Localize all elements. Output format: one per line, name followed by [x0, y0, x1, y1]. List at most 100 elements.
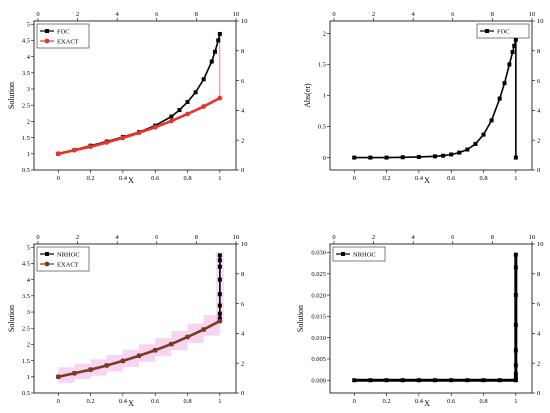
- y-tick-label: 4: [27, 54, 31, 61]
- top-tick-label: 2: [372, 11, 375, 18]
- top-tick-label: 10: [529, 11, 536, 18]
- x-tick-label: 0.4: [119, 398, 128, 405]
- data-point: [502, 81, 507, 86]
- right-tick-label: 10: [241, 241, 248, 248]
- x-axis-label: X: [424, 399, 430, 408]
- top-tick-label: 2: [76, 11, 79, 18]
- x-tick-label: 0.4: [415, 175, 424, 182]
- data-point: [481, 132, 486, 137]
- data-point: [185, 111, 190, 117]
- right-tick-label: 4: [241, 331, 245, 338]
- y-tick-label: 3.5: [22, 70, 30, 77]
- data-point: [513, 265, 518, 270]
- top-tick-label: 8: [491, 234, 494, 241]
- top-tick-label: 6: [155, 11, 159, 18]
- data-point: [209, 59, 214, 64]
- top-tick-label: 0: [36, 11, 39, 18]
- data-point: [168, 118, 174, 124]
- data-point: [169, 114, 174, 119]
- data-point: [217, 277, 222, 282]
- data-point: [512, 43, 517, 48]
- data-point: [416, 154, 421, 159]
- chart-panel-1: 0 0.2 0.4 0.6 0.8 1 X 0.5 1 1.5 2 2.5 3 3.5 4 4.5 5 Solut…: [7, 11, 248, 185]
- x-tick-label: 0.6: [151, 175, 160, 182]
- y-tick-label: 2: [323, 31, 326, 38]
- right-tick-label: 0: [241, 390, 244, 397]
- x-tick-label: 1: [514, 175, 517, 182]
- chart-panel-4: 0 0.2 0.4 0.6 0.8 1 X 0.000 0.005 0.010 0.015 0.020…: [296, 234, 544, 408]
- right-tick-label: 6: [537, 301, 541, 308]
- y-tick-label: 2: [27, 342, 30, 349]
- data-point: [465, 147, 470, 152]
- data-point: [136, 130, 142, 136]
- y-axis-label: Abs(er): [303, 83, 312, 108]
- data-point: [55, 374, 61, 380]
- top-tick-label: 4: [116, 234, 120, 241]
- x-tick-label: 0.6: [447, 398, 456, 405]
- y-tick-label: 1.5: [318, 62, 326, 69]
- data-point: [217, 258, 222, 263]
- y-tick-label: 3: [27, 309, 30, 316]
- legend-label: FOC: [497, 28, 510, 35]
- legend-label: NRHOC: [353, 251, 376, 258]
- x-tick-label: 0.8: [479, 175, 487, 182]
- data-point: [88, 367, 93, 373]
- legend-label: FOC: [57, 28, 70, 35]
- data-point: [217, 264, 222, 269]
- top-tick-label: 6: [451, 234, 455, 241]
- data-point: [513, 322, 518, 327]
- data-point: [416, 378, 421, 383]
- y-tick-label: 5: [27, 244, 30, 251]
- data-point: [457, 150, 462, 155]
- x-tick-label: 1: [218, 398, 221, 405]
- y-tick-label: 4: [27, 277, 31, 284]
- data-point: [513, 293, 518, 298]
- data-point: [72, 147, 77, 153]
- x-tick-label: 0.6: [447, 175, 456, 182]
- data-point: [433, 378, 438, 383]
- top-tick-label: 4: [116, 11, 120, 18]
- x-tick-label: 0.8: [183, 398, 191, 405]
- data-point: [177, 108, 182, 113]
- legend-marker: [44, 38, 50, 44]
- series-line: [354, 254, 518, 382]
- y-tick-label: 5: [27, 21, 30, 28]
- data-point: [465, 378, 470, 383]
- data-point: [433, 154, 438, 159]
- top-tick-label: 8: [195, 11, 198, 18]
- top-tick-label: 0: [332, 234, 335, 241]
- legend-marker: [45, 252, 49, 256]
- legend-marker: [44, 261, 50, 267]
- right-tick-label: 2: [241, 360, 244, 367]
- data-point: [152, 347, 158, 353]
- data-point: [217, 318, 223, 324]
- legend-box: [36, 246, 90, 272]
- y-axis-label: Solution: [7, 305, 16, 332]
- right-tick-label: 8: [537, 48, 540, 55]
- x-tick-label: 0.6: [151, 398, 160, 405]
- data-point: [168, 341, 174, 347]
- data-point: [217, 292, 222, 297]
- top-tick-label: 10: [233, 11, 240, 18]
- data-point: [212, 49, 217, 54]
- data-point: [217, 311, 222, 316]
- y-tick-label: 2.5: [22, 102, 30, 109]
- x-tick-label: 0.2: [86, 398, 94, 405]
- right-tick-label: 4: [537, 331, 541, 338]
- right-tick-label: 8: [241, 271, 244, 278]
- right-tick-label: 4: [241, 108, 245, 115]
- data-point: [368, 378, 373, 383]
- data-point: [120, 135, 126, 141]
- data-point: [449, 378, 454, 383]
- right-tick-label: 2: [537, 137, 540, 144]
- top-tick-label: 4: [412, 234, 416, 241]
- y-tick-label: 1: [27, 151, 30, 158]
- x-tick-label: 0.2: [86, 175, 94, 182]
- right-tick-label: 10: [537, 18, 544, 25]
- data-point: [497, 96, 502, 101]
- x-tick-label: 0: [57, 398, 60, 405]
- plot-frame: [329, 243, 533, 394]
- data-point: [136, 353, 142, 359]
- plot-frame: [33, 20, 237, 171]
